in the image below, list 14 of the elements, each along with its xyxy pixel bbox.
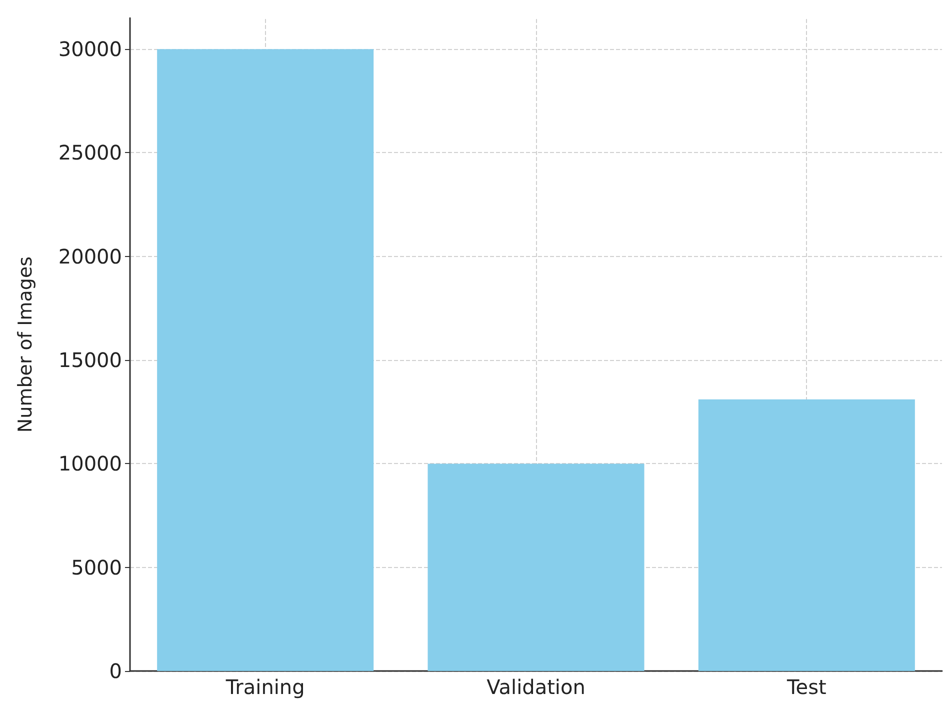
bar bbox=[428, 464, 644, 671]
y-tick-label: 5000 bbox=[71, 555, 122, 580]
y-tick-label: 10000 bbox=[58, 452, 122, 476]
x-tick-label: Test bbox=[786, 675, 827, 699]
y-tick-label: 30000 bbox=[58, 37, 122, 62]
y-tick-label: 15000 bbox=[58, 348, 122, 372]
x-tick-label: Validation bbox=[486, 675, 586, 699]
y-axis-title: Number of Images bbox=[14, 256, 36, 433]
y-tick-label: 25000 bbox=[58, 140, 122, 165]
y-tick-label: 0 bbox=[109, 659, 122, 683]
bar bbox=[698, 399, 915, 671]
y-tick-label: 20000 bbox=[58, 244, 122, 268]
bar bbox=[157, 49, 374, 671]
x-tick-label: Training bbox=[224, 675, 305, 699]
